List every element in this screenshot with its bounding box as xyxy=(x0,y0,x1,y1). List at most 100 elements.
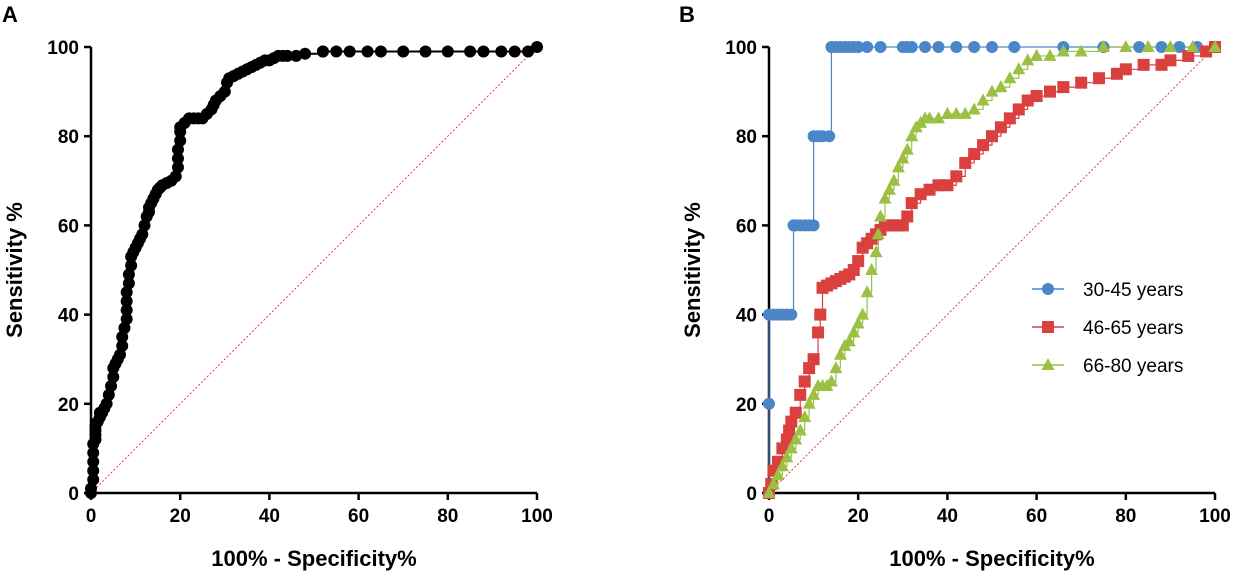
data-point-all-patients xyxy=(343,45,356,58)
panel-a-reference-line xyxy=(90,46,538,494)
y-tick-label: 0 xyxy=(68,484,79,505)
data-point-all-patients xyxy=(120,304,133,317)
data-point-66-80-years xyxy=(860,285,874,298)
data-point-46-65-years xyxy=(807,353,820,366)
data-point-all-patients xyxy=(522,45,535,58)
x-tick-label: 100 xyxy=(521,506,553,527)
data-point-66-80-years xyxy=(891,160,905,173)
y-tick-label: 0 xyxy=(746,484,757,505)
y-tick-label: 80 xyxy=(58,127,79,148)
data-point-46-65-years xyxy=(798,375,811,388)
data-point-66-80-years xyxy=(1003,71,1017,84)
data-point-all-patients xyxy=(441,45,454,58)
data-point-all-patients xyxy=(87,473,100,486)
data-point-66-80-years xyxy=(958,106,972,119)
data-point-46-65-years xyxy=(812,326,825,339)
data-point-66-80-years xyxy=(1119,40,1133,52)
data-point-all-patients xyxy=(87,464,100,477)
data-point-46-65-years xyxy=(1021,94,1034,107)
data-point-46-65-years xyxy=(1093,72,1106,85)
data-point-46-65-years xyxy=(1075,76,1088,89)
data-point-66-80-years xyxy=(1043,48,1057,61)
data-point-all-patients xyxy=(87,455,100,468)
panel-b-y-axis-title: Sensitivity % xyxy=(680,202,705,338)
data-point-46-65-years xyxy=(950,170,963,183)
x-tick-label: 60 xyxy=(348,506,369,527)
x-tick-label: 80 xyxy=(1115,506,1136,527)
data-point-all-patients xyxy=(125,259,138,272)
data-point-all-patients xyxy=(107,371,120,384)
data-point-all-patients xyxy=(281,49,294,62)
data-point-66-80-years xyxy=(793,423,807,436)
data-point-66-80-years xyxy=(994,80,1008,93)
data-point-66-80-years xyxy=(780,450,794,463)
data-point-46-65-years xyxy=(1155,58,1168,71)
data-point-30-45-years xyxy=(1133,41,1146,53)
legend-marker-30-45-years xyxy=(1042,283,1054,295)
data-point-all-patients xyxy=(116,339,129,352)
data-point-30-45-years xyxy=(807,219,820,232)
data-point-66-80-years xyxy=(824,374,838,387)
panel-b-markers xyxy=(762,40,1222,499)
panel-a-x-axis-title: 100% - Specificity% xyxy=(211,546,416,571)
data-point-46-65-years xyxy=(794,388,807,401)
legend-label-30-45-years: 30-45 years xyxy=(1083,280,1183,301)
data-point-66-80-years xyxy=(847,325,861,338)
data-point-66-80-years xyxy=(874,209,887,222)
y-tick-label: 100 xyxy=(725,38,757,59)
data-point-66-80-years xyxy=(833,347,847,360)
legend-marker-66-80-years xyxy=(1041,358,1055,370)
data-point-all-patients xyxy=(120,313,133,326)
data-point-30-45-years xyxy=(852,41,865,53)
data-point-all-patients xyxy=(171,152,184,165)
data-point-30-45-years xyxy=(950,41,963,53)
data-point-66-80-years xyxy=(940,106,954,119)
y-tick-label: 20 xyxy=(58,395,79,416)
data-point-66-80-years xyxy=(900,142,914,155)
data-point-all-patients xyxy=(508,45,521,58)
x-tick-label: 0 xyxy=(764,506,775,527)
data-point-30-45-years xyxy=(1008,41,1021,53)
data-point-all-patients xyxy=(495,45,508,58)
data-point-66-80-years xyxy=(802,396,816,409)
x-tick-label: 100 xyxy=(1199,506,1231,527)
panel-b-reference-line xyxy=(768,46,1216,494)
x-tick-label: 40 xyxy=(259,506,280,527)
data-point-all-patients xyxy=(87,446,100,459)
data-point-30-45-years xyxy=(919,41,932,53)
legend-label-46-65-years: 46-65 years xyxy=(1083,318,1183,339)
data-point-all-patients xyxy=(361,45,374,58)
data-point-66-80-years xyxy=(1186,40,1200,52)
data-point-66-80-years xyxy=(762,486,776,498)
data-point-30-45-years xyxy=(986,41,998,53)
data-point-all-patients xyxy=(419,45,432,58)
panel-b: B 0 20 40 60 80 100 0 20 40 60 80 100 30-45 years 46… xyxy=(679,2,1231,571)
data-point-66-80-years xyxy=(798,410,812,423)
x-tick-label: 80 xyxy=(437,506,458,527)
data-point-66-80-years xyxy=(865,263,879,275)
data-point-66-80-years xyxy=(775,459,789,472)
data-point-66-80-years xyxy=(856,307,870,320)
data-point-66-80-years xyxy=(771,468,785,481)
data-point-30-45-years xyxy=(823,130,836,143)
data-point-all-patients xyxy=(299,47,312,60)
data-point-46-65-years xyxy=(901,210,914,223)
data-point-66-80-years xyxy=(789,432,803,445)
data-point-30-45-years xyxy=(905,41,918,53)
data-point-66-80-years xyxy=(923,111,937,124)
data-point-30-45-years xyxy=(763,397,775,410)
data-point-all-patients xyxy=(171,161,184,174)
legend-marker-46-65-years xyxy=(1042,321,1054,333)
data-point-all-patients xyxy=(120,295,133,308)
data-point-30-45-years xyxy=(861,41,874,53)
data-point-all-patients xyxy=(531,41,543,53)
data-point-66-80-years xyxy=(967,102,981,115)
data-point-30-45-years xyxy=(932,41,945,53)
y-tick-label: 60 xyxy=(58,216,79,237)
panel-b-x-axis-title: 100% - Specificity% xyxy=(889,546,1094,571)
data-point-30-45-years xyxy=(785,308,798,321)
y-tick-label: 20 xyxy=(736,395,757,416)
data-point-all-patients xyxy=(477,45,490,58)
data-point-46-65-years xyxy=(1043,85,1056,98)
